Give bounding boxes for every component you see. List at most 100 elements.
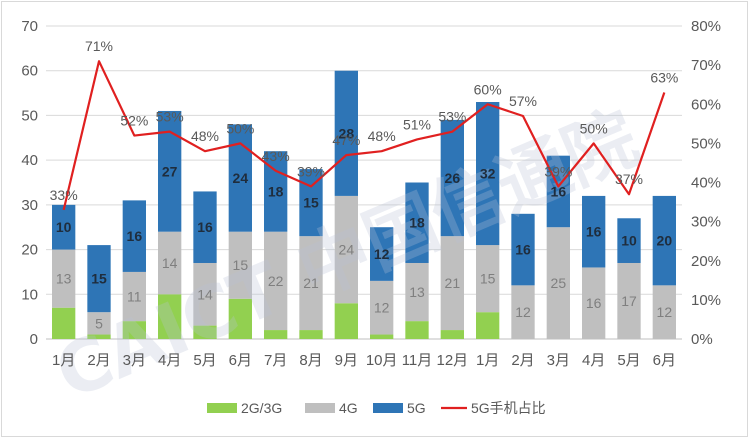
bar-2g-3g <box>122 321 146 339</box>
share-label: 39% <box>297 163 325 179</box>
share-label: 37% <box>615 171 643 187</box>
bar-label-5g: 10 <box>56 219 72 235</box>
x-axis-tick: 3月 <box>547 352 570 369</box>
x-axis-tick: 12月 <box>436 352 468 369</box>
bar-2g-3g <box>264 330 288 339</box>
bar-4g <box>652 285 676 339</box>
right-axis-tick: 30% <box>691 214 721 231</box>
legend-label: 4G <box>339 400 358 416</box>
x-axis-tick: 4月 <box>582 352 605 369</box>
bar-label-5g: 16 <box>127 228 143 244</box>
bar-4g <box>370 280 394 335</box>
bar-5g <box>52 204 76 250</box>
bar-5g <box>122 200 146 272</box>
bar-label-4g: 25 <box>551 275 567 291</box>
share-label: 39% <box>544 163 572 179</box>
bar-2g-3g <box>476 312 500 339</box>
right-axis-tick: 80% <box>691 18 721 35</box>
x-axis-tick: 6月 <box>229 352 252 369</box>
x-axis-tick: 5月 <box>193 352 216 369</box>
share-label: 48% <box>191 128 219 144</box>
bar-label-4g: 14 <box>197 286 213 302</box>
bar-4g <box>405 262 429 322</box>
bar-4g <box>193 262 217 326</box>
share-label: 53% <box>156 109 184 125</box>
bar-5g <box>440 119 464 237</box>
bar-5g <box>299 169 323 237</box>
share-label: 48% <box>368 128 396 144</box>
bar-label-5g: 15 <box>303 195 319 211</box>
share-label: 33% <box>50 187 78 203</box>
bar-5g <box>334 70 358 196</box>
bar-label-4g: 21 <box>445 275 461 291</box>
bar-label-5g: 27 <box>162 163 178 179</box>
share-line <box>62 60 666 211</box>
bar-4g <box>122 271 146 322</box>
bar-5g <box>193 191 217 263</box>
gridlines <box>46 25 682 340</box>
bar-label-5g: 20 <box>657 233 673 249</box>
left-axis-tick: 70 <box>21 18 38 35</box>
bar-label-4g: 17 <box>621 293 637 309</box>
bar-2g-3g <box>228 298 252 339</box>
bar-label-5g: 16 <box>197 219 213 235</box>
x-axis-tick: 2月 <box>87 352 110 369</box>
share-line-path <box>62 60 666 211</box>
bar-label-5g: 24 <box>233 170 249 186</box>
bar-2g-3g <box>52 307 76 339</box>
x-axis-tick: 4月 <box>158 352 181 369</box>
bar-4g <box>52 249 76 308</box>
legend-swatch <box>373 403 403 413</box>
x-axis-tick: 9月 <box>335 352 358 369</box>
share-label: 50% <box>580 120 608 136</box>
data-labels: 13 10 5 15 11 16 14 27 14 16 15 24 22 18 21 15 24 28 12 12 1… <box>50 38 679 331</box>
share-label: 57% <box>509 93 537 109</box>
bar-4g <box>228 231 252 299</box>
bar-label-5g: 10 <box>621 233 637 249</box>
share-label: 52% <box>120 113 148 129</box>
x-axis-tick: 1月 <box>52 352 75 369</box>
bar-5g <box>264 151 288 232</box>
share-label: 53% <box>438 109 466 125</box>
bar-2g-3g <box>405 321 429 339</box>
bar-label-4g: 15 <box>233 257 249 273</box>
legend-label: 2G/3G <box>241 400 282 416</box>
bar-5g <box>228 124 252 232</box>
bar-5g <box>87 245 111 313</box>
right-axis-tick: 50% <box>691 135 721 152</box>
right-axis-tick: 60% <box>691 96 721 113</box>
legend: 2G/3G 4G 5G 5G手机占比 <box>207 400 546 416</box>
x-axis-tick: 11月 <box>402 352 433 369</box>
bar-label-4g: 13 <box>409 284 425 300</box>
bar-label-4g: 16 <box>586 295 602 311</box>
right-axis-tick: 40% <box>691 175 721 192</box>
left-axis-tick: 0 <box>30 331 38 348</box>
share-label: 47% <box>332 132 360 148</box>
bar-label-4g: 12 <box>657 304 673 320</box>
bar-label-5g: 16 <box>551 183 567 199</box>
x-axis-tick: 10月 <box>366 352 398 369</box>
left-axis-tick: 20 <box>21 242 38 259</box>
bar-5g <box>476 102 500 246</box>
bar-label-4g: 21 <box>303 275 319 291</box>
bar-label-4g: 5 <box>95 315 103 331</box>
bar-label-4g: 12 <box>515 304 531 320</box>
share-label: 63% <box>650 70 678 86</box>
legend-label: 5G <box>407 400 426 416</box>
right-axis-tick: 70% <box>691 57 721 74</box>
right-axis-tick: 10% <box>691 292 721 309</box>
bar-label-5g: 28 <box>339 125 355 141</box>
bar-label-5g: 15 <box>91 271 107 287</box>
right-axis-tick: 0% <box>691 331 713 348</box>
bar-label-5g: 16 <box>586 224 602 240</box>
left-axis-tick: 50 <box>21 107 38 124</box>
bar-2g-3g <box>193 325 217 339</box>
x-axis-tick: 6月 <box>653 352 676 369</box>
x-axis-tick: 1月 <box>476 352 499 369</box>
bar-label-4g: 13 <box>56 271 72 287</box>
bar-4g <box>476 245 500 313</box>
bar-label-4g: 14 <box>162 255 178 271</box>
bar-label-5g: 26 <box>445 170 461 186</box>
bar-5g <box>617 218 641 263</box>
legend-swatch <box>305 403 335 413</box>
